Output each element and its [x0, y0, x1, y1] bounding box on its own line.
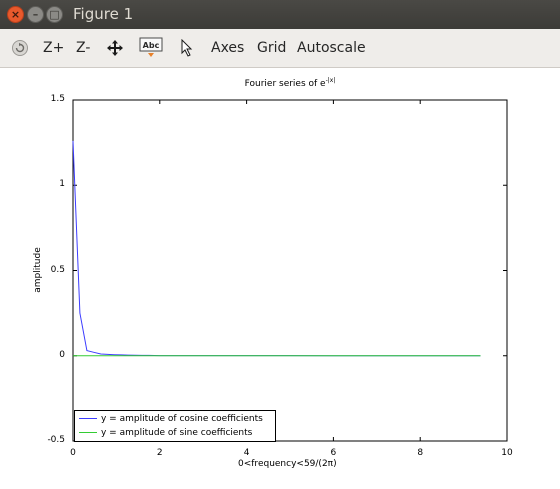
minimize-button[interactable]: – [27, 6, 44, 23]
grid-button[interactable]: Grid [257, 40, 287, 56]
y-tick-label: -0.5 [47, 435, 65, 445]
rotate-icon[interactable] [11, 29, 29, 67]
legend-swatch-cosine [79, 418, 97, 419]
legend-swatch-sine [79, 432, 97, 433]
autoscale-button[interactable]: Autoscale [297, 40, 366, 56]
legend-entry-sine: y = amplitude of sine coefficients [79, 426, 252, 440]
axes-button[interactable]: Axes [211, 40, 245, 56]
axes-box [72, 99, 508, 442]
x-tick-label: 10 [501, 448, 513, 458]
series-group [72, 140, 481, 357]
x-tick-label: 4 [243, 448, 250, 458]
pointer-icon[interactable] [180, 29, 194, 67]
y-axis-label: amplitude [33, 247, 43, 293]
y-tick-label: 1.5 [50, 94, 65, 104]
plot-title: Fourier series of e-|x| [0, 77, 560, 89]
y-tick-label: 0 [59, 349, 65, 360]
window-title: Figure 1 [73, 5, 134, 23]
pan-icon[interactable] [106, 29, 124, 67]
y-tick-label: 1 [59, 179, 65, 190]
legend: y = amplitude of cosine coefficients y =… [74, 410, 276, 442]
text-icon-label: Abc [143, 41, 160, 50]
y-tick-label: 0.5 [50, 264, 65, 275]
zoom-in-button[interactable]: Z+ [43, 40, 65, 56]
x-tick-label: 6 [330, 448, 337, 458]
zoom-out-button[interactable]: Z- [76, 40, 91, 56]
toolbar: Z+ Z- Abc Axes Grid Autoscale [0, 29, 560, 68]
close-button[interactable]: × [7, 6, 24, 23]
axis-ticks [72, 99, 508, 442]
maximize-button[interactable]: □ [46, 6, 63, 23]
x-tick-label: 8 [417, 448, 424, 458]
legend-label-sine: y = amplitude of sine coefficients [101, 428, 253, 438]
series-line-cosine [72, 140, 481, 357]
x-tick-label: 2 [156, 448, 163, 458]
legend-label-cosine: y = amplitude of cosine coefficients [101, 414, 263, 424]
text-icon[interactable]: Abc [139, 29, 163, 67]
x-axis-label: 0<frequency<59/(2π) [238, 459, 337, 469]
plot-title-text: Fourier series of e [244, 79, 326, 89]
legend-entry-cosine: y = amplitude of cosine coefficients [79, 412, 263, 426]
window-titlebar: × – □ Figure 1 [0, 0, 560, 29]
x-tick-label: 0 [70, 448, 76, 458]
plot-title-superscript: -|x| [325, 77, 336, 84]
